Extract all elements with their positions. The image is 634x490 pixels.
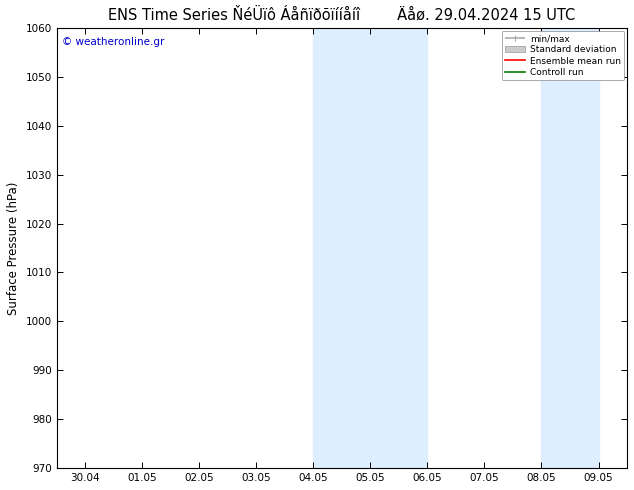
Title: ENS Time Series ŇéÜïô Áåñïðõïííåíî        Äåø. 29.04.2024 15 UTC: ENS Time Series ŇéÜïô Áåñïðõïííåíî Äåø. … — [108, 7, 576, 23]
Legend: min/max, Standard deviation, Ensemble mean run, Controll run: min/max, Standard deviation, Ensemble me… — [501, 30, 624, 80]
Bar — [313, 28, 427, 468]
Bar — [541, 28, 598, 468]
Text: © weatheronline.gr: © weatheronline.gr — [62, 37, 165, 47]
Y-axis label: Surface Pressure (hPa): Surface Pressure (hPa) — [7, 181, 20, 315]
